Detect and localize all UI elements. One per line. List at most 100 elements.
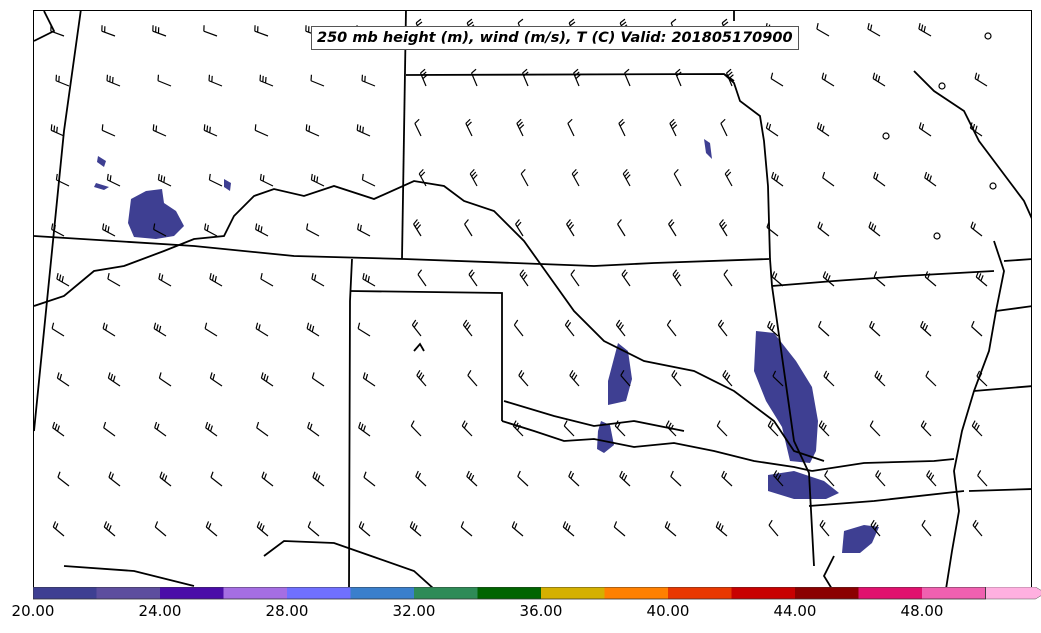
calm-wind-marker [989, 182, 997, 190]
wind-barb [771, 271, 784, 287]
temp-blob-ok1 [608, 343, 632, 405]
wind-barb [770, 72, 784, 87]
wind-barb [867, 23, 881, 37]
wind-barb [822, 271, 835, 287]
wind-barb [819, 519, 830, 537]
wind-barb [255, 223, 269, 237]
wind-barb [519, 269, 529, 287]
wind-barb [719, 219, 728, 237]
wind-barb [363, 471, 376, 487]
colorbar-tick-label: 36.00 [519, 602, 563, 620]
wind-barb [50, 124, 65, 137]
wind-barb [716, 420, 728, 437]
wind-barb [567, 118, 575, 137]
wind-barb [572, 68, 581, 87]
border-ar-south [811, 458, 955, 472]
wind-barb [971, 420, 983, 437]
wind-barb [410, 420, 422, 437]
wind-barb [305, 124, 320, 137]
wind-barb [623, 68, 631, 87]
colorbar-segment [414, 587, 478, 599]
wind-barb [672, 269, 682, 287]
colorbar-tick-label: 20.00 [11, 602, 55, 620]
wind-barb [870, 519, 881, 537]
wind-barb [157, 74, 172, 87]
wind-barb [920, 420, 932, 437]
border-mississippi [945, 240, 1005, 587]
wind-barb [204, 322, 218, 337]
calm-wind-marker [882, 132, 890, 140]
wind-barb [818, 420, 830, 437]
wind-barb [254, 25, 269, 37]
map-title: 250 mb height (m), wind (m/s), T (C) Val… [311, 26, 799, 50]
wind-barb [358, 421, 371, 437]
colorbar-segment [668, 587, 732, 599]
border-tx-south [63, 565, 195, 587]
wind-barb [106, 74, 121, 87]
wind-barb [821, 72, 835, 87]
wind-barb [260, 273, 274, 287]
wind-barb [362, 273, 376, 287]
wind-barb [571, 168, 580, 187]
colorbar-segment [477, 587, 541, 599]
wind-barb [516, 118, 525, 137]
colorbar-tick-label: 24.00 [138, 602, 182, 620]
colorbar-segment [33, 587, 97, 599]
colorbar-tick-label: 32.00 [392, 602, 436, 620]
wind-barb [415, 470, 427, 487]
colorbar [33, 587, 1041, 600]
wind-barb [205, 421, 218, 437]
wind-barb [515, 219, 524, 237]
wind-barb [817, 221, 830, 237]
map-panel: 250 mb height (m), wind (m/s), T (C) Val… [33, 10, 1032, 588]
wind-barb [254, 124, 269, 137]
wind-barb [615, 319, 626, 337]
border-ut-ring [413, 342, 425, 352]
wind-barb [869, 420, 881, 437]
wind-barb [772, 370, 784, 387]
wind-barb [668, 219, 677, 237]
wind-barb [671, 369, 682, 387]
wind-barb [464, 219, 473, 237]
wind-barb [307, 521, 320, 537]
wind-barb [816, 23, 830, 37]
border-ne-co-ks [34, 235, 770, 267]
temp-blob-colorado [128, 189, 184, 239]
temp-blob-small3 [224, 179, 231, 191]
border-ks-north [405, 73, 735, 82]
wind-barb [918, 23, 932, 37]
wind-barb [256, 421, 269, 437]
wind-barb [107, 273, 121, 287]
wind-barb [259, 74, 274, 87]
wind-barb [518, 369, 529, 387]
wind-barb [622, 168, 631, 187]
wind-barb [924, 171, 937, 187]
wind-barb [153, 322, 167, 337]
wind-barb [103, 521, 116, 537]
wind-barb [512, 420, 524, 437]
wind-barb [209, 372, 223, 387]
wind-barb [416, 369, 427, 387]
wind-barb [767, 320, 779, 337]
wind-barb [918, 122, 932, 137]
wind-barb [664, 521, 677, 537]
wind-barb [920, 320, 932, 337]
wind-barb [874, 370, 886, 387]
temp-blob-kansas [704, 139, 712, 159]
border-wy-top [34, 11, 56, 42]
wind-barb [715, 521, 728, 537]
wind-barb [977, 470, 988, 487]
wind-barb [208, 173, 223, 187]
wind-barb [511, 521, 524, 537]
wind-barb [570, 269, 580, 287]
wind-barb [106, 173, 121, 187]
wind-barb [673, 168, 682, 187]
wind-barb [976, 370, 988, 387]
wind-barb [765, 122, 779, 137]
colorbar-segment [96, 587, 160, 599]
wind-barb [924, 271, 937, 287]
wind-barb [721, 470, 733, 487]
wind-barb [975, 271, 988, 287]
wind-barb [868, 221, 881, 237]
wind-barb [102, 223, 116, 237]
